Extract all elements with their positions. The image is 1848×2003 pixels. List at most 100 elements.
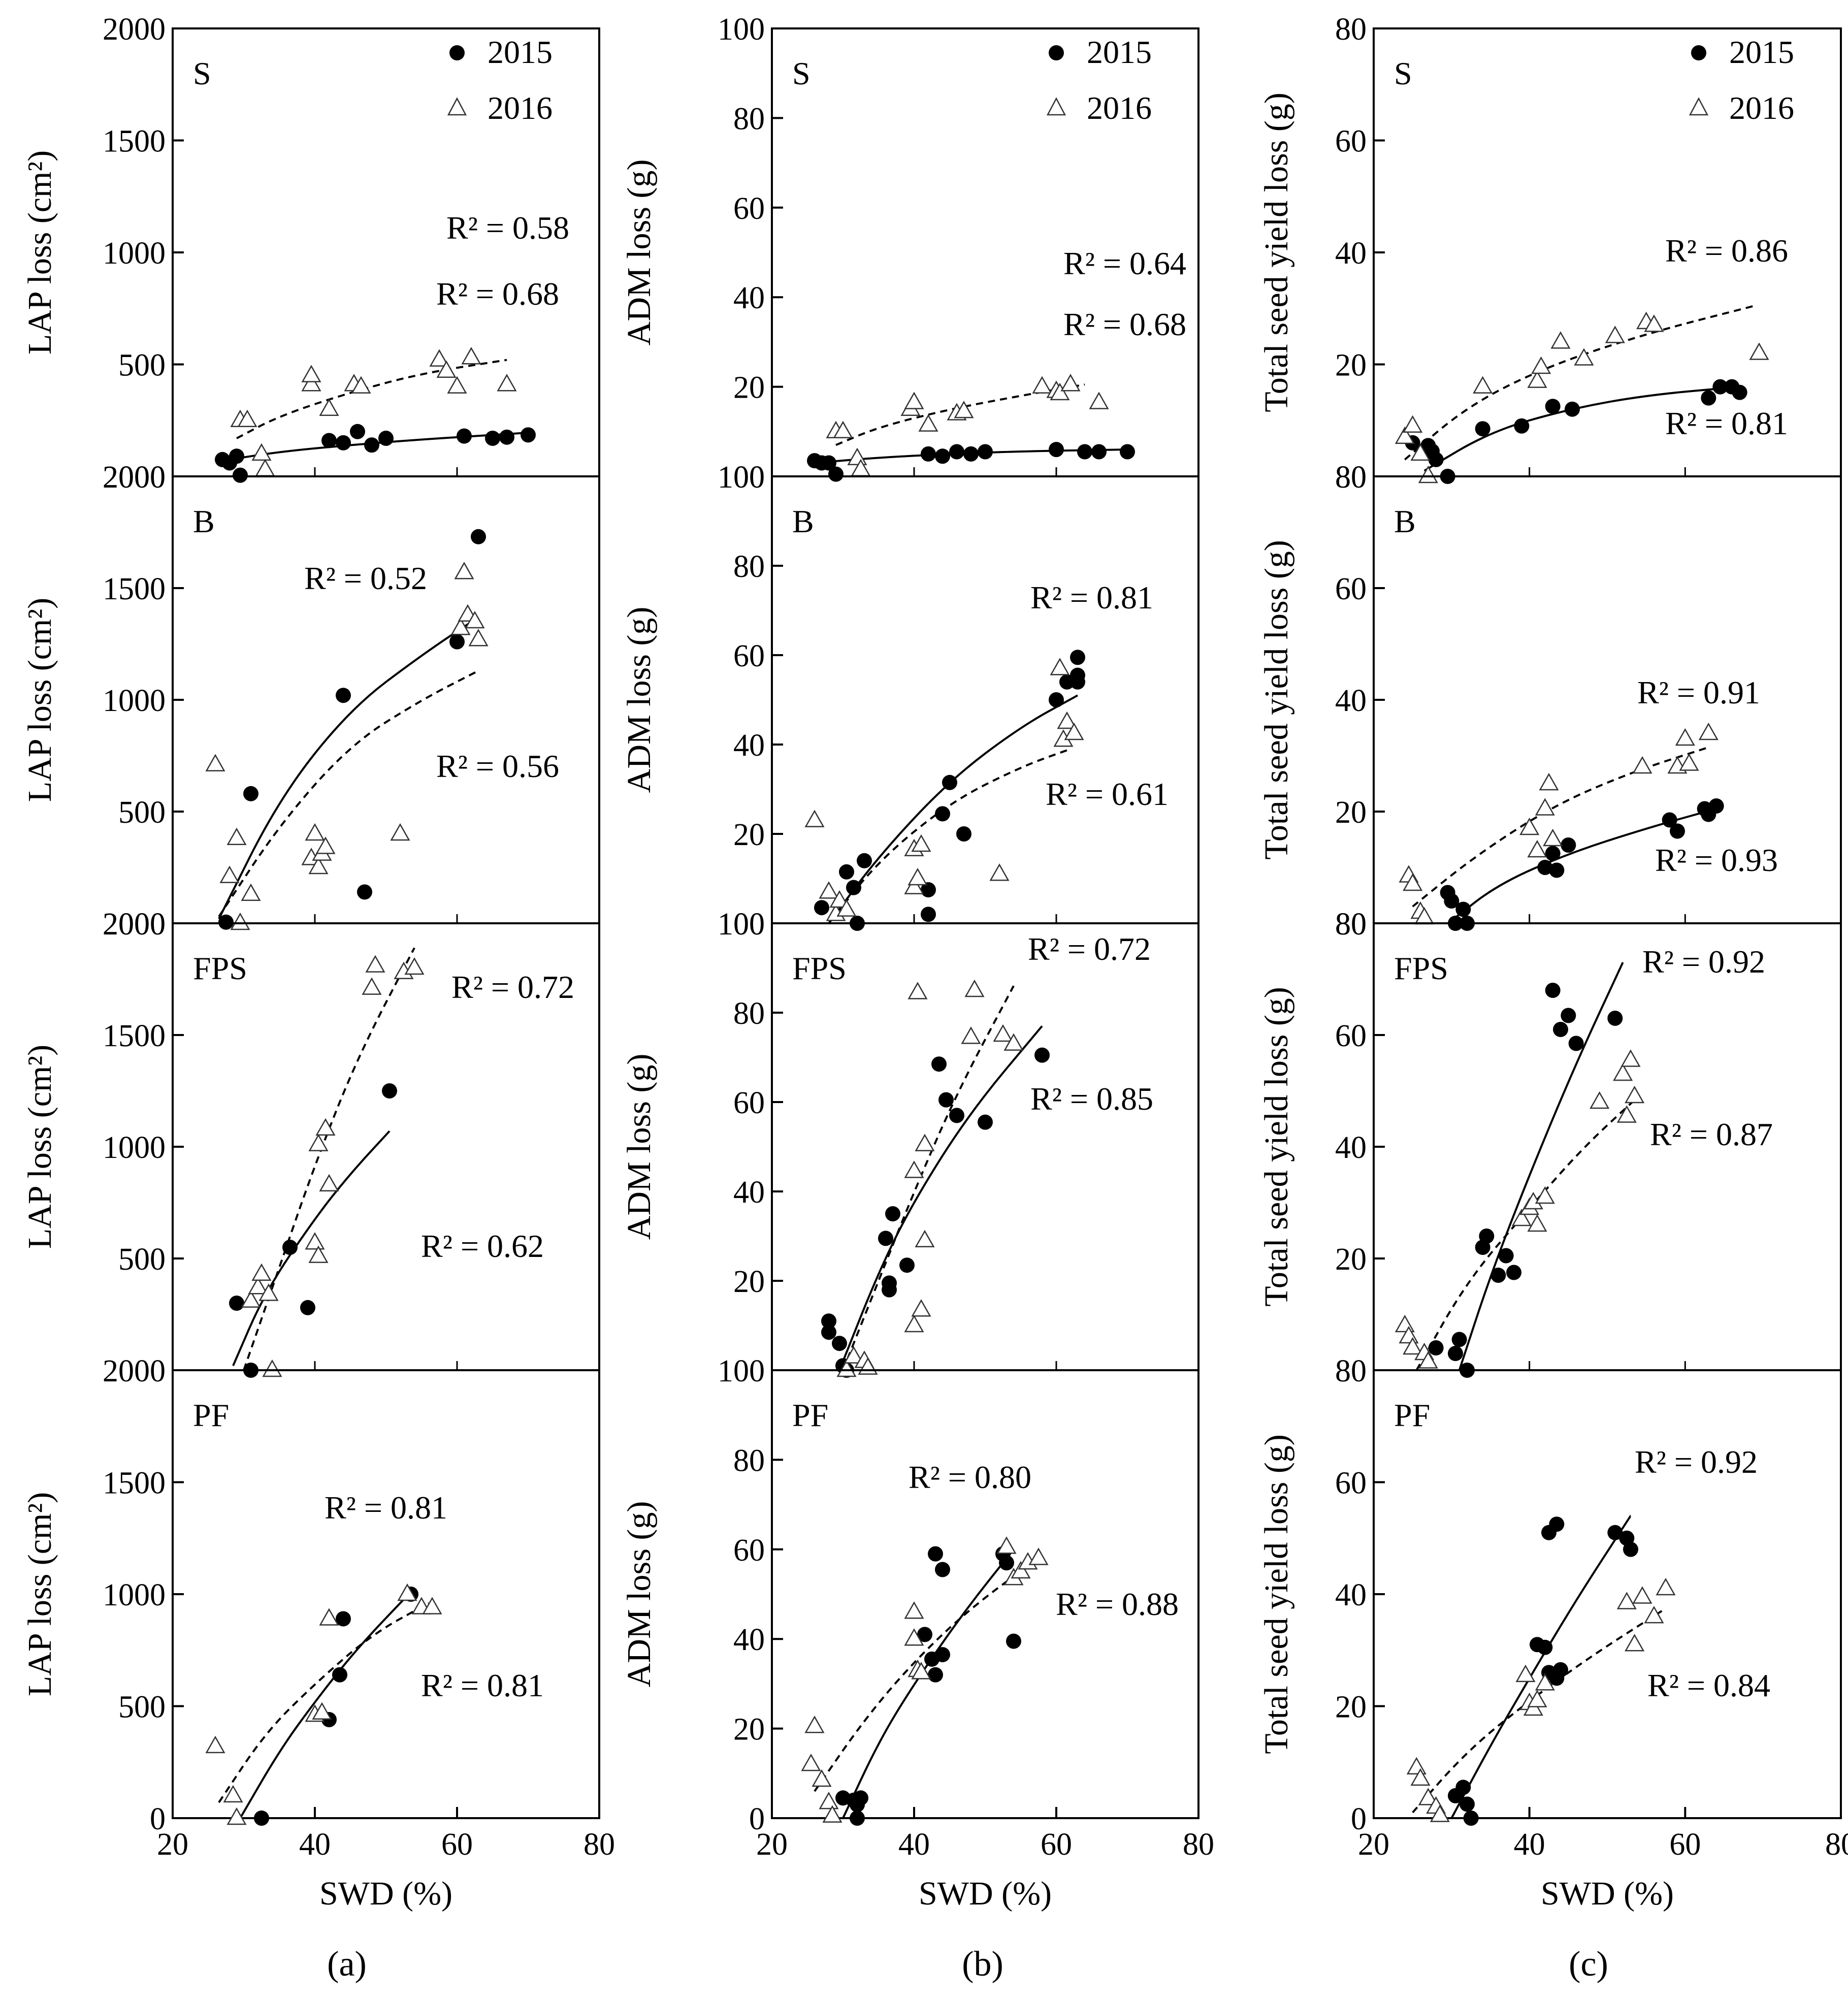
series-2016 — [836, 979, 1024, 1377]
data-point-2016 — [1430, 1804, 1450, 1822]
data-point-2016 — [1625, 1085, 1645, 1104]
data-point-2016 — [1032, 376, 1052, 394]
data-point-2016 — [918, 414, 938, 432]
data-point-2016 — [1057, 711, 1077, 729]
data-point-2016 — [1574, 348, 1594, 366]
r-squared-2016: R² = 0.72 — [451, 969, 574, 1005]
data-point-2016 — [804, 1716, 825, 1733]
data-point-2016 — [251, 443, 272, 461]
data-point-2015 — [850, 1811, 865, 1826]
y-tick-label: 80 — [1335, 460, 1367, 495]
panel-b-FPS: 100 20 40 60 80 100 ADM loss (g) FPS R² = 0.85 R²… — [621, 907, 1199, 1388]
y-tick-label: 2000 — [103, 12, 166, 47]
y-axis-label: LAP loss (cm²) — [21, 1045, 58, 1249]
fit-line-2015 — [232, 1130, 391, 1366]
data-point-2016 — [226, 1807, 247, 1825]
data-point-2016 — [801, 1754, 821, 1771]
y-tick-label: 500 — [118, 1242, 166, 1277]
y-tick-label: 20 — [1335, 348, 1367, 383]
y-tick-label: 60 — [1335, 1466, 1367, 1501]
data-point-2015 — [254, 1811, 269, 1826]
x-tick-label: 20 — [1358, 1827, 1389, 1862]
panel-a-B: 2000 500 1000 1500 2000 LAP loss (cm²) B R² = 0… — [21, 460, 600, 942]
plot-frame — [771, 475, 1199, 924]
data-point-2016 — [904, 877, 924, 894]
legend-marker-2016 — [1046, 97, 1066, 116]
data-point-2016 — [1406, 1757, 1426, 1775]
y-tick-label: 1500 — [103, 1466, 166, 1501]
y-tick-label: 1000 — [103, 1578, 166, 1612]
panel-label: B — [1394, 503, 1416, 539]
data-point-2016 — [1527, 1690, 1547, 1707]
series-2016 — [230, 347, 517, 477]
y-tick-label: 20 — [1335, 1690, 1367, 1725]
r-squared-2016: R² = 0.72 — [1028, 931, 1151, 967]
data-point-2016 — [461, 347, 481, 365]
series-2015 — [1405, 379, 1747, 484]
y-tick-label: 1500 — [103, 1019, 166, 1053]
data-point-2016 — [312, 1702, 332, 1720]
data-point-2016 — [255, 459, 275, 477]
panel-c-B: 80 20 40 60 80 Total seed yield loss (g) B R² =… — [1258, 460, 1842, 942]
panel-a-FPS: 2000 500 1000 1500 2000 LAP loss (cm²) FPS R² =… — [21, 907, 600, 1388]
y-tick-label: 1000 — [103, 236, 166, 271]
y-tick-label: 500 — [118, 1690, 166, 1725]
y-tick-label: 40 — [1335, 1130, 1367, 1165]
data-point-2015 — [521, 427, 536, 443]
data-point-2015 — [357, 884, 372, 900]
data-point-2015 — [846, 880, 861, 895]
panel-a-S: 2000 500 1000 1500 2000 LAP loss (cm²) S R² = 0… — [21, 12, 600, 495]
data-point-2015 — [931, 1056, 947, 1072]
data-point-2016 — [1418, 465, 1438, 483]
data-point-2015 — [978, 1114, 993, 1130]
series-2015 — [821, 1025, 1050, 1378]
data-point-2016 — [450, 618, 471, 635]
data-point-2015 — [332, 1667, 347, 1683]
data-point-2016 — [1543, 828, 1563, 847]
r-squared-2015: R² = 0.81 — [325, 1490, 447, 1526]
y-tick-label: 40 — [1335, 236, 1367, 271]
data-point-2016 — [1028, 1547, 1049, 1565]
y-axis-label: ADM loss (g) — [621, 159, 658, 346]
data-point-2016 — [1395, 426, 1415, 444]
y-tick-label: 100 — [718, 460, 765, 495]
data-point-2015 — [1561, 1008, 1576, 1023]
data-point-2015 — [336, 435, 351, 450]
y-axis-label: LAP loss (cm²) — [21, 598, 58, 802]
panel-label: FPS — [792, 950, 847, 986]
y-axis-label: LAP loss (cm²) — [21, 150, 58, 354]
data-point-2016 — [1050, 658, 1070, 675]
data-point-2015 — [1662, 812, 1677, 828]
data-point-2016 — [429, 349, 449, 367]
data-point-2015 — [218, 914, 234, 930]
data-point-2015 — [336, 688, 351, 703]
data-point-2016 — [961, 1026, 981, 1044]
data-point-2015 — [999, 1555, 1014, 1571]
y-tick-label: 80 — [733, 102, 765, 136]
series-2016 — [241, 947, 425, 1377]
y-tick-label: 40 — [733, 1175, 765, 1210]
data-point-2015 — [471, 529, 486, 544]
y-tick-label: 2000 — [103, 460, 166, 495]
data-point-2015 — [485, 431, 500, 446]
x-tick-label: 60 — [1041, 1827, 1072, 1862]
data-point-2016 — [1418, 1351, 1438, 1369]
x-tick-label: 40 — [1514, 1827, 1545, 1862]
data-point-2016 — [1613, 1063, 1633, 1081]
r-squared-2015: R² = 0.68 — [436, 276, 559, 312]
data-point-2016 — [1679, 753, 1699, 771]
data-point-2016 — [954, 400, 974, 418]
fit-line-2015 — [1458, 962, 1624, 1371]
data-point-2016 — [833, 421, 853, 439]
data-point-2016 — [223, 1785, 243, 1803]
y-tick-label: 40 — [1335, 684, 1367, 718]
series-2016 — [1406, 1577, 1676, 1822]
data-point-2016 — [904, 1601, 924, 1619]
data-point-2016 — [1535, 798, 1555, 816]
data-point-2016 — [1050, 382, 1070, 401]
data-point-2016 — [804, 810, 825, 827]
r-squared-2015: R² = 0.52 — [304, 560, 427, 596]
series-2016 — [1395, 1049, 1645, 1371]
data-point-2016 — [319, 398, 339, 416]
